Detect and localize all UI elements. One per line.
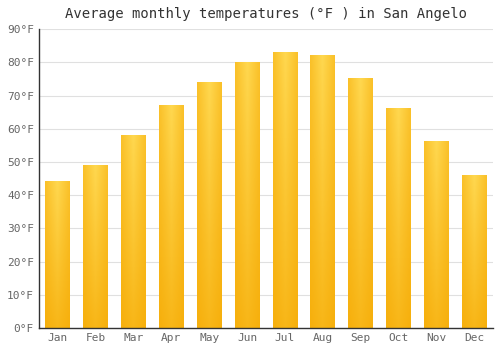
- Title: Average monthly temperatures (°F ) in San Angelo: Average monthly temperatures (°F ) in Sa…: [65, 7, 467, 21]
